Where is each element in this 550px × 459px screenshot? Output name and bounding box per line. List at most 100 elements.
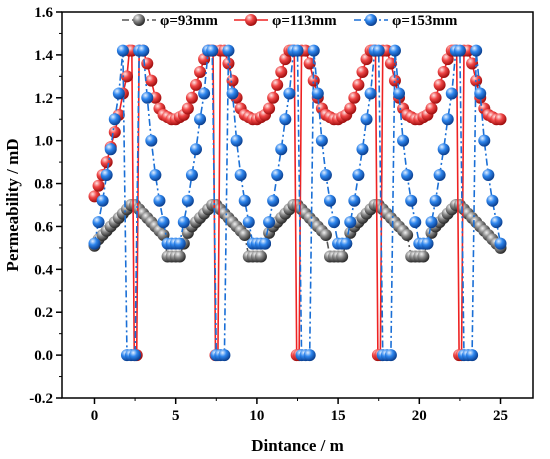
data-point (222, 44, 235, 57)
data-point (141, 91, 154, 104)
legend-label: φ=153mm (392, 13, 458, 29)
data-point (417, 250, 430, 263)
data-point (267, 194, 280, 207)
data-point (226, 87, 239, 100)
data-point (405, 194, 418, 207)
series-layer (88, 44, 507, 362)
data-point (352, 168, 365, 181)
data-point (104, 143, 117, 156)
data-point (348, 91, 361, 104)
data-point (181, 194, 194, 207)
data-point (173, 250, 186, 263)
x-tick-label: 5 (172, 408, 180, 424)
data-point (279, 113, 292, 126)
y-tick-label: 1.2 (34, 91, 53, 107)
data-point (482, 168, 495, 181)
data-point (356, 143, 369, 156)
data-point (271, 78, 284, 91)
series-0 (88, 199, 507, 263)
data-point (425, 216, 438, 229)
data-point (307, 44, 320, 57)
data-point (319, 168, 332, 181)
data-point (393, 87, 406, 100)
data-point (344, 102, 357, 115)
axes-layer: 0 5 10 15 20 25 -0.2 0.0 0.2 0.4 0.6 0.8 1.0 1.2 1.4 1.… (3, 5, 534, 455)
y-tick-label: 0.2 (34, 305, 53, 321)
data-point (189, 78, 202, 91)
data-point (96, 194, 109, 207)
y-tick-label: 1.4 (34, 48, 53, 64)
data-point (92, 179, 105, 192)
data-point (145, 134, 158, 147)
legend-marker (365, 14, 377, 26)
data-point (291, 44, 304, 57)
data-point (275, 66, 288, 79)
data-point (194, 66, 207, 79)
x-tick-label: 20 (412, 408, 427, 424)
data-point (129, 349, 142, 362)
data-point (340, 237, 353, 250)
data-point (384, 349, 397, 362)
data-point (226, 74, 239, 87)
data-point (360, 113, 373, 126)
y-tick-label: 0.6 (34, 219, 53, 235)
data-point (303, 57, 316, 70)
data-point (433, 168, 446, 181)
data-point (303, 349, 316, 362)
data-point (177, 216, 190, 229)
x-tick-label: 0 (91, 408, 99, 424)
data-point (173, 237, 186, 250)
data-point (234, 168, 247, 181)
data-point (352, 78, 365, 91)
data-point (100, 168, 113, 181)
data-point (401, 168, 414, 181)
data-point (189, 143, 202, 156)
data-point (328, 216, 341, 229)
data-point (149, 168, 162, 181)
data-point (494, 237, 507, 250)
data-point (384, 57, 397, 70)
data-point (429, 91, 442, 104)
data-point (336, 250, 349, 263)
y-tick-label: 1.0 (34, 134, 53, 150)
data-point (437, 143, 450, 156)
data-point (453, 44, 466, 57)
data-point (108, 126, 121, 139)
data-point (323, 194, 336, 207)
data-point (364, 87, 377, 100)
data-point (145, 74, 158, 87)
data-point (315, 134, 328, 147)
data-point (206, 44, 219, 57)
legend-label: φ=93mm (160, 13, 218, 29)
data-point (441, 113, 454, 126)
data-point (388, 44, 401, 57)
data-point (344, 216, 357, 229)
data-point (137, 44, 150, 57)
y-tick-label: 0.4 (34, 262, 53, 278)
data-point (319, 229, 332, 242)
data-point (474, 87, 487, 100)
data-point (108, 113, 121, 126)
data-point (356, 66, 369, 79)
legend-item-1: φ=113mm (234, 13, 337, 29)
data-point (185, 91, 198, 104)
data-point (238, 229, 251, 242)
data-point (429, 194, 442, 207)
data-point (494, 113, 507, 126)
data-point (372, 44, 385, 57)
x-axis-title: Dintance / m (251, 436, 344, 455)
data-point (437, 66, 450, 79)
data-point (466, 57, 479, 70)
data-point (271, 168, 284, 181)
series-2 (88, 44, 507, 362)
data-point (490, 216, 503, 229)
y-axis-title: Permeability / mD (3, 138, 22, 271)
y-tick-label: -0.2 (29, 391, 53, 407)
data-point (92, 216, 105, 229)
data-point (445, 87, 458, 100)
data-point (254, 250, 267, 263)
data-point (194, 113, 207, 126)
legend: φ=93mm φ=113mm φ=153mm (122, 13, 458, 29)
legend-item-2: φ=153mm (354, 13, 458, 29)
data-point (120, 70, 133, 83)
